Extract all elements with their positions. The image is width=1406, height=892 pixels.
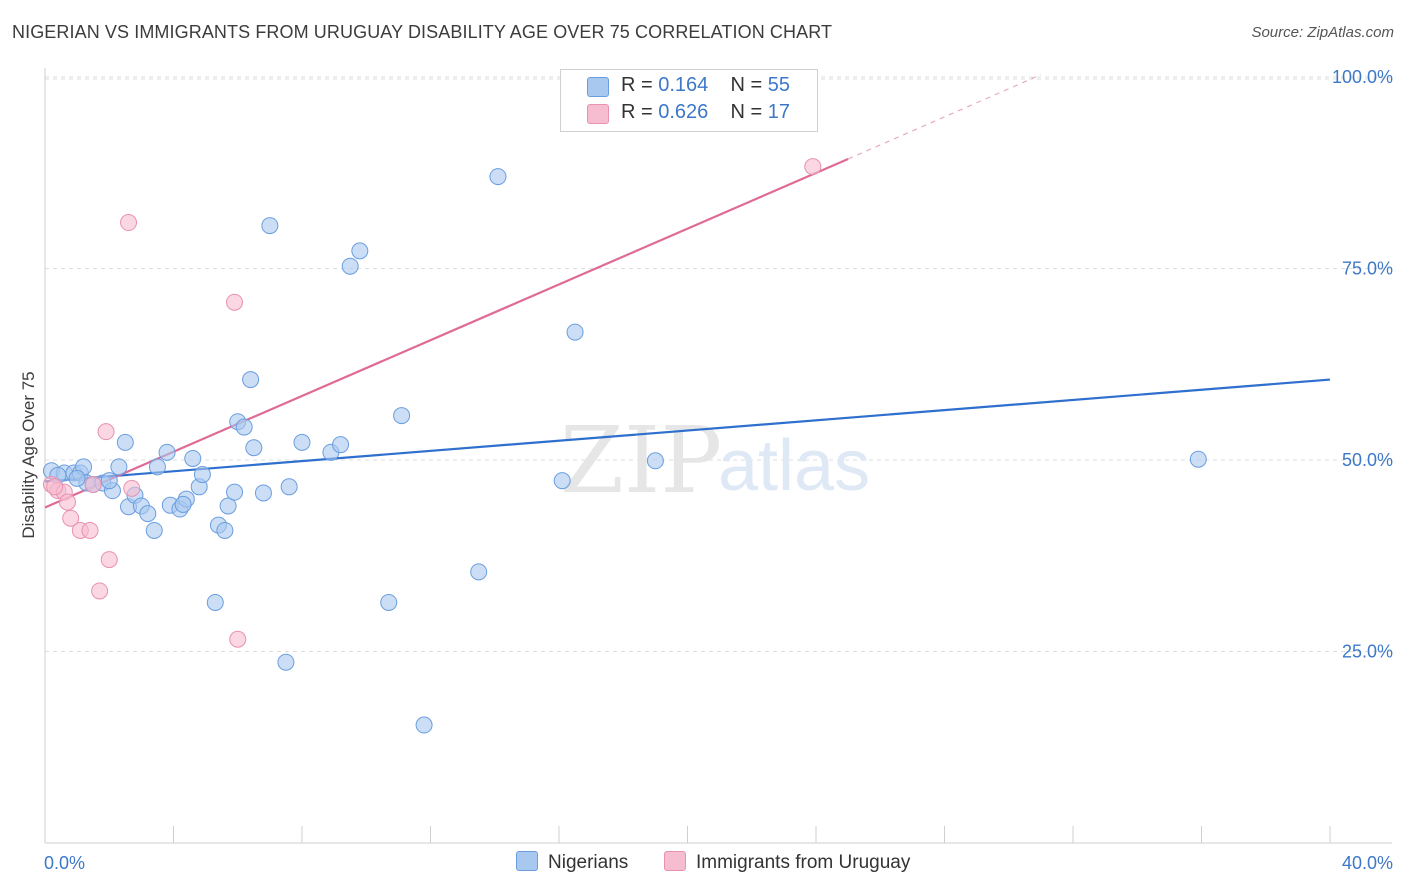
point-nigerians bbox=[1189, 450, 1207, 468]
legend-label-nigerians: Nigerians bbox=[548, 852, 629, 873]
point-nigerians bbox=[553, 472, 571, 490]
point-nigerians bbox=[174, 495, 192, 513]
point-nigerians bbox=[489, 168, 507, 186]
point-nigerians bbox=[100, 472, 118, 490]
bottom-legend-nigerians: Nigerians bbox=[516, 851, 628, 874]
y-tick-label: 75.0% bbox=[1342, 259, 1393, 279]
point-nigerians bbox=[226, 483, 244, 501]
point-nigerians bbox=[158, 443, 176, 461]
chart-title: NIGERIAN VS IMMIGRANTS FROM URUGUAY DISA… bbox=[12, 22, 833, 42]
scatter-points bbox=[42, 158, 1207, 734]
y-tick-label: 100.0% bbox=[1332, 67, 1393, 87]
point-nigerians bbox=[261, 217, 279, 235]
point-uruguay bbox=[123, 479, 141, 497]
y-tick-label: 50.0% bbox=[1342, 450, 1393, 470]
point-nigerians bbox=[332, 436, 350, 454]
point-nigerians bbox=[277, 653, 295, 671]
point-nigerians bbox=[341, 257, 359, 275]
legend-r-value: 0.164 bbox=[658, 74, 709, 96]
point-nigerians bbox=[145, 521, 163, 539]
point-uruguay bbox=[226, 293, 244, 311]
point-nigerians bbox=[219, 497, 237, 515]
point-uruguay bbox=[62, 509, 80, 527]
legend-swatch-pink bbox=[664, 851, 686, 871]
point-nigerians bbox=[139, 505, 157, 523]
point-nigerians bbox=[235, 418, 253, 436]
point-uruguay bbox=[84, 476, 102, 494]
trend-line-nigerians bbox=[44, 378, 1331, 483]
point-uruguay bbox=[81, 521, 99, 539]
point-nigerians bbox=[254, 484, 272, 502]
point-nigerians bbox=[206, 593, 224, 611]
legend-n-value: 55 bbox=[767, 74, 791, 96]
point-nigerians bbox=[193, 466, 211, 484]
legend-r-label: R = bbox=[621, 101, 653, 123]
bottom-legend-uruguay: Immigrants from Uruguay bbox=[664, 851, 910, 874]
point-nigerians bbox=[646, 452, 664, 470]
point-nigerians bbox=[566, 323, 584, 341]
trend-line-uruguay-extension bbox=[847, 74, 1042, 160]
point-nigerians bbox=[116, 433, 134, 451]
point-nigerians bbox=[351, 242, 369, 260]
y-tick-label: 25.0% bbox=[1342, 642, 1393, 662]
stats-legend: R = 0.164 N = 55 R = 0.626 N = 17 bbox=[560, 69, 818, 132]
source-credit: Source: ZipAtlas.com bbox=[1251, 24, 1394, 41]
axis-labels: 25.0% 50.0% 75.0% 100.0% 0.0% 40.0% bbox=[44, 67, 1393, 873]
point-nigerians bbox=[293, 433, 311, 451]
point-uruguay bbox=[100, 551, 118, 569]
point-nigerians bbox=[68, 469, 86, 487]
point-nigerians bbox=[184, 449, 202, 467]
point-uruguay bbox=[229, 630, 247, 648]
legend-r-value: 0.626 bbox=[658, 101, 709, 123]
legend-n-value: 17 bbox=[767, 101, 791, 123]
legend-label-uruguay: Immigrants from Uruguay bbox=[696, 852, 911, 873]
legend-n-label: N = bbox=[730, 101, 763, 123]
point-nigerians bbox=[148, 458, 166, 476]
point-nigerians bbox=[242, 371, 260, 389]
legend-swatch-pink bbox=[587, 104, 609, 124]
watermark-atlas: atlas bbox=[718, 426, 870, 506]
point-nigerians bbox=[110, 458, 128, 476]
x-tick-label: 0.0% bbox=[44, 853, 85, 873]
x-tick-label: 40.0% bbox=[1342, 853, 1393, 873]
point-nigerians bbox=[216, 521, 234, 539]
legend-swatch-blue bbox=[587, 77, 609, 97]
y-axis-title: Disability Age Over 75 bbox=[19, 371, 38, 538]
point-nigerians bbox=[415, 716, 433, 734]
point-nigerians bbox=[393, 407, 411, 425]
legend-r-label: R = bbox=[621, 74, 653, 96]
trend-lines bbox=[44, 74, 1331, 509]
watermark-zip: ZIP bbox=[560, 407, 722, 514]
trend-line-uruguay bbox=[44, 157, 849, 509]
point-uruguay bbox=[120, 214, 138, 232]
axes bbox=[44, 68, 1392, 844]
point-nigerians bbox=[380, 593, 398, 611]
point-nigerians bbox=[470, 563, 488, 581]
point-uruguay bbox=[58, 493, 76, 511]
point-uruguay bbox=[804, 158, 822, 176]
point-uruguay bbox=[97, 423, 115, 441]
point-nigerians bbox=[245, 439, 263, 457]
point-uruguay bbox=[91, 582, 109, 600]
legend-swatch-blue bbox=[516, 851, 538, 871]
legend-n-label: N = bbox=[730, 74, 763, 96]
gridlines bbox=[45, 76, 1392, 652]
point-uruguay bbox=[46, 478, 64, 496]
point-nigerians bbox=[280, 478, 298, 496]
